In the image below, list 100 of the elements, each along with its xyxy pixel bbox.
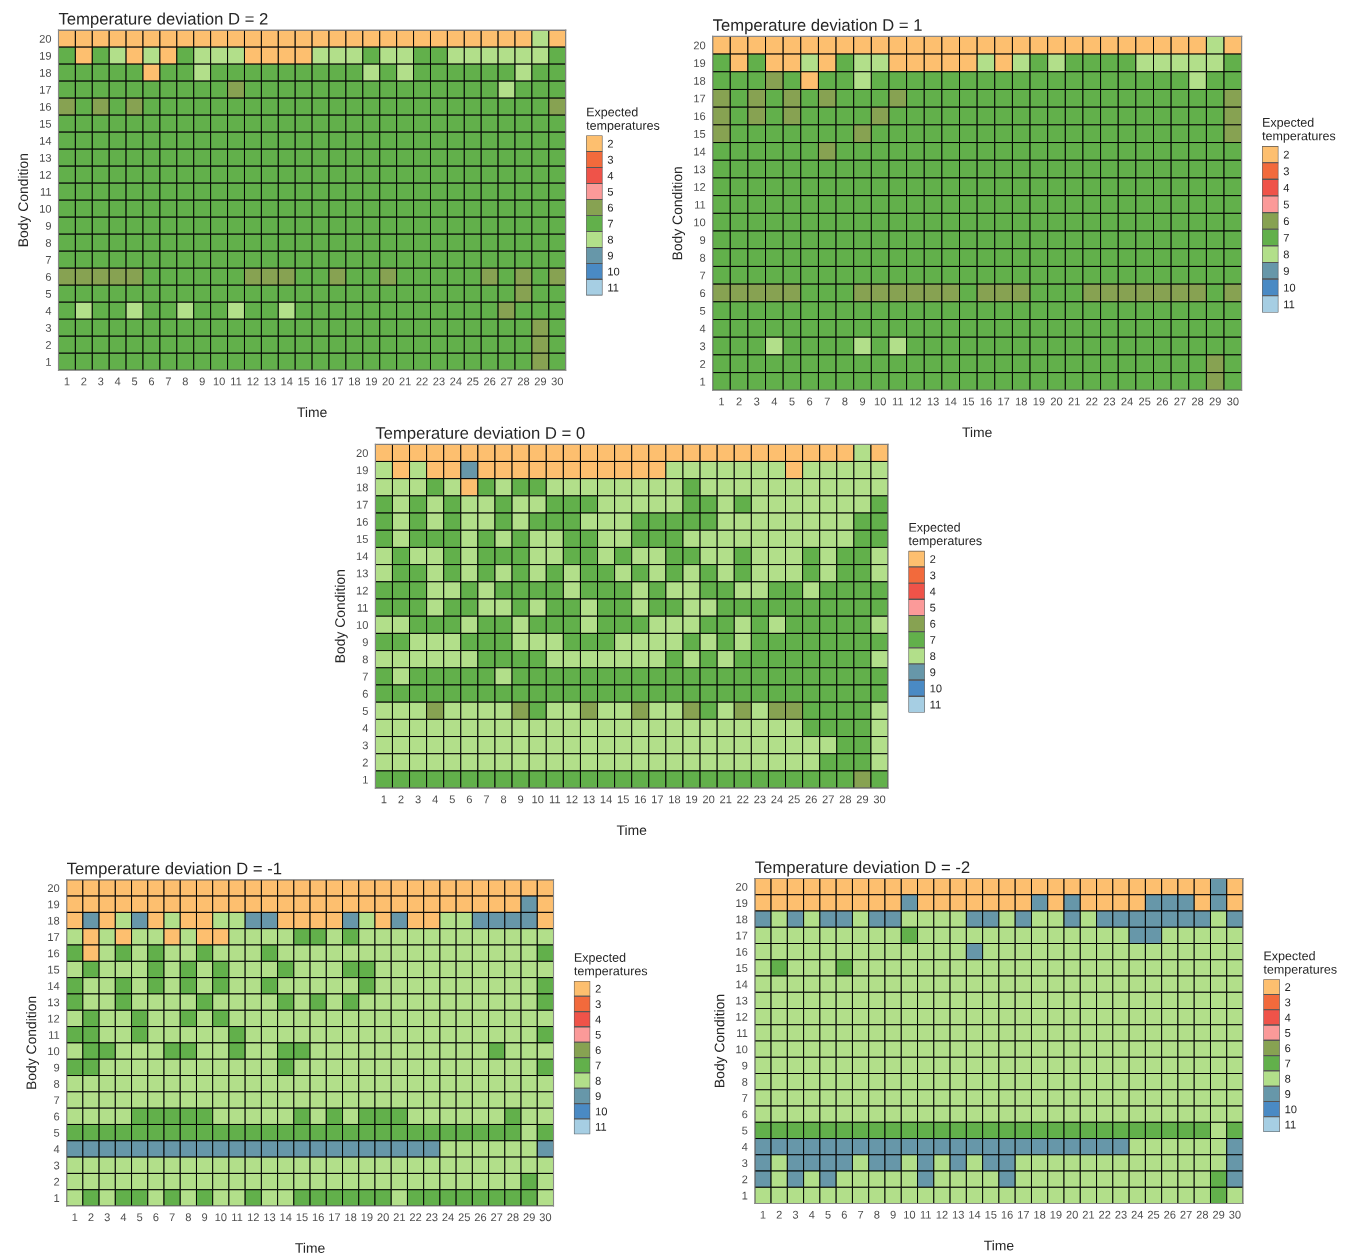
color-bar-label: 4 xyxy=(1284,1013,1291,1022)
x-tick-label: 26 xyxy=(474,1213,487,1222)
chart-title: Temperature deviation D = 0 xyxy=(375,426,585,443)
color-bar-label: 6 xyxy=(607,203,614,212)
x-tick-label: 1 xyxy=(760,1210,766,1219)
x-tick-label: 12 xyxy=(936,1210,948,1219)
x-tick-label: 8 xyxy=(500,795,507,804)
x-tick-label: 11 xyxy=(920,1210,931,1219)
color-bar-title: Expected temperatures xyxy=(1262,117,1336,143)
x-tick-label: 29 xyxy=(1213,1210,1225,1219)
x-tick-label: 10 xyxy=(532,795,544,804)
color-bar-label: 4 xyxy=(929,587,936,596)
y-tick-label: 4 xyxy=(362,724,369,732)
color-bar-label: 8 xyxy=(607,235,614,244)
y-tick-label: 9 xyxy=(742,1061,748,1070)
color-bar-title: Expected temperatures xyxy=(574,952,648,978)
x-tick-label: 12 xyxy=(910,397,922,406)
y-tick-label: 7 xyxy=(742,1094,748,1102)
color-bar-label: 5 xyxy=(1285,1029,1291,1037)
x-tick-label: 3 xyxy=(104,1213,110,1222)
color-bar-label: 11 xyxy=(608,283,619,292)
y-tick-label: 4 xyxy=(699,324,706,333)
x-tick-label: 8 xyxy=(874,1210,880,1219)
y-tick-label: 4 xyxy=(53,1145,60,1153)
color-bar-title: Expected temperatures xyxy=(1263,951,1337,977)
y-tick-label: 9 xyxy=(362,638,368,647)
color-bar-title: Expected temperatures xyxy=(908,522,982,548)
y-tick-label: 3 xyxy=(362,741,368,750)
x-tick-label: 30 xyxy=(1227,397,1239,406)
y-tick-label: 13 xyxy=(40,153,52,162)
y-tick-label: 16 xyxy=(40,102,52,111)
x-tick-label: 29 xyxy=(1209,397,1221,406)
y-tick-label: 19 xyxy=(694,59,706,68)
x-tick-label: 6 xyxy=(841,1210,847,1219)
x-tick-label: 14 xyxy=(969,1210,981,1219)
y-tick-label: 19 xyxy=(40,51,52,60)
x-tick-label: 14 xyxy=(281,377,293,386)
x-tick-label: 2 xyxy=(776,1210,782,1219)
x-tick-label: 18 xyxy=(669,795,681,804)
x-tick-label: 6 xyxy=(148,377,155,386)
color-bar-label: 7 xyxy=(930,636,936,644)
x-tick-label: 18 xyxy=(349,377,361,386)
y-tick-label: 18 xyxy=(356,483,368,492)
x-tick-label: 12 xyxy=(566,795,578,804)
x-tick-label: 13 xyxy=(952,1210,964,1219)
x-tick-label: 26 xyxy=(1164,1210,1176,1219)
x-tick-label: 7 xyxy=(858,1210,864,1219)
color-bar-label: 10 xyxy=(1285,1105,1297,1114)
x-tick-label: 18 xyxy=(1034,1210,1046,1219)
y-tick-label: 6 xyxy=(742,1110,748,1119)
x-tick-label: 24 xyxy=(442,1213,454,1222)
x-tick-label: 25 xyxy=(1147,1210,1160,1219)
x-tick-label: 12 xyxy=(247,1213,259,1222)
x-tick-label: 8 xyxy=(842,397,848,406)
color-bar-label: 6 xyxy=(1283,217,1289,226)
y-tick-label: 13 xyxy=(356,569,368,578)
color-bar-label: 2 xyxy=(607,139,613,148)
color-bar-label: 5 xyxy=(607,187,614,196)
y-tick-label: 8 xyxy=(742,1077,748,1086)
x-tick-label: 29 xyxy=(856,795,869,804)
y-axis-title: Body Condition xyxy=(17,153,31,247)
y-tick-label: 6 xyxy=(45,272,52,281)
y-tick-label: 18 xyxy=(40,68,52,77)
x-tick-label: 3 xyxy=(792,1210,799,1219)
y-tick-label: 8 xyxy=(700,253,706,262)
x-tick-label: 30 xyxy=(539,1213,552,1222)
y-tick-label: 16 xyxy=(736,947,748,956)
color-bar-label: 10 xyxy=(595,1107,608,1116)
x-axis-title: Time xyxy=(616,824,647,836)
color-bar-label: 8 xyxy=(930,652,936,661)
y-tick-label: 2 xyxy=(700,360,706,368)
color-bar-label: 5 xyxy=(930,603,936,612)
x-tick-label: 21 xyxy=(399,377,411,386)
color-bar-label: 11 xyxy=(595,1122,607,1131)
x-tick-label: 13 xyxy=(264,1213,276,1222)
y-tick-label: 19 xyxy=(356,466,368,475)
x-tick-label: 4 xyxy=(808,1210,815,1219)
x-tick-label: 7 xyxy=(165,377,171,386)
x-tick-label: 19 xyxy=(686,795,698,804)
color-bar-label: 3 xyxy=(607,155,614,164)
x-tick-label: 26 xyxy=(1156,397,1169,406)
x-tick-label: 15 xyxy=(296,1213,308,1222)
x-tick-label: 4 xyxy=(771,397,778,406)
x-tick-label: 13 xyxy=(927,397,939,406)
x-tick-label: 24 xyxy=(450,377,462,386)
x-tick-label: 3 xyxy=(415,795,421,804)
x-tick-label: 17 xyxy=(652,795,663,804)
color-bar-label: 4 xyxy=(607,171,614,180)
y-tick-label: 19 xyxy=(736,899,748,908)
y-tick-label: 17 xyxy=(736,931,748,940)
x-tick-label: 10 xyxy=(215,1213,227,1222)
color-bar-label: 3 xyxy=(1285,998,1291,1007)
color-bar-label: 6 xyxy=(595,1046,601,1055)
x-tick-label: 10 xyxy=(213,377,225,386)
y-axis-title: Body Condition xyxy=(714,994,728,1087)
x-tick-label: 18 xyxy=(345,1213,357,1222)
y-tick-label: 10 xyxy=(356,621,368,629)
x-tick-label: 10 xyxy=(874,397,886,406)
y-tick-label: 15 xyxy=(736,964,748,973)
x-tick-label: 9 xyxy=(859,397,866,406)
